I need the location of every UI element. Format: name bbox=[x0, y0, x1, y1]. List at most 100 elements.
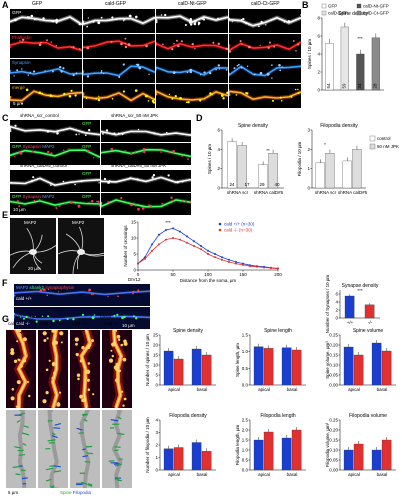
data-point bbox=[207, 253, 209, 255]
chart-title: Spine length bbox=[264, 328, 292, 334]
x-tick-label: basal bbox=[287, 472, 298, 477]
neuron-image bbox=[10, 218, 56, 274]
legend-label: calD-Ct-GFP bbox=[363, 11, 389, 16]
significance-mark: *** bbox=[165, 220, 171, 225]
n-label: 24 bbox=[229, 182, 235, 187]
y-tick-label: 1.0 bbox=[242, 448, 249, 453]
data-point bbox=[235, 262, 237, 265]
bar bbox=[163, 448, 174, 471]
x-tick-label: 200 bbox=[274, 272, 282, 277]
row-channel-label: GFP bbox=[12, 10, 22, 15]
micrograph-tile bbox=[101, 170, 191, 192]
y-tick-label: 6 bbox=[217, 128, 220, 133]
x-tick-label: apical bbox=[168, 472, 180, 477]
y-tick-label: 2.5 bbox=[242, 418, 249, 423]
genotype-label: cald +/+ bbox=[72, 321, 89, 326]
bar bbox=[371, 342, 382, 386]
column-label: GFP bbox=[32, 1, 43, 7]
legend-swatch bbox=[321, 3, 327, 9]
y-axis-label: Filopodia length, µm bbox=[235, 424, 240, 465]
y-tick-label: 10 bbox=[131, 236, 137, 241]
y-tick-label: 0 bbox=[155, 468, 158, 473]
y-tick-label: 1.5 bbox=[242, 438, 249, 443]
y-tick-label: 4 bbox=[335, 300, 338, 305]
condition-label: shRNA_scr_control bbox=[20, 113, 59, 118]
bar bbox=[343, 449, 354, 471]
micrograph-tile bbox=[83, 34, 155, 58]
bar bbox=[315, 162, 325, 189]
n-label: 54 bbox=[326, 83, 331, 89]
genotype-label: cald +/+ bbox=[16, 296, 33, 301]
channel-label: MAP2 bbox=[24, 220, 37, 225]
y-tick-label: 2.0 bbox=[242, 428, 249, 433]
row-channel-label: Phalloidin bbox=[12, 35, 32, 40]
bar bbox=[281, 347, 292, 386]
reconstruction-tile bbox=[102, 410, 132, 488]
y-tick-label: 0.10 bbox=[329, 448, 338, 453]
y-tick-label: 0.00 bbox=[329, 383, 338, 388]
y-tick-label: 8 bbox=[317, 16, 320, 21]
y-tick-label: 0.25 bbox=[329, 418, 338, 423]
y-tick-label: 2 bbox=[335, 308, 338, 313]
bar bbox=[163, 350, 174, 386]
data-point bbox=[193, 245, 195, 247]
legend-label: 50 nM JPK bbox=[377, 144, 399, 149]
data-point bbox=[277, 267, 279, 270]
bar bbox=[371, 37, 380, 91]
div-label: DIV8 bbox=[108, 211, 119, 216]
micrograph-tile bbox=[6, 330, 36, 408]
micrograph-tile bbox=[156, 84, 228, 108]
channel-legend: MAP2 shank2 synaptophysin bbox=[16, 285, 75, 290]
genotype-label: cald +/+ bbox=[24, 211, 41, 216]
row-channel-label: Synapsin bbox=[12, 60, 31, 65]
legend-label: GFP bbox=[328, 4, 337, 9]
bar bbox=[201, 451, 212, 471]
data-point bbox=[158, 233, 160, 236]
bar bbox=[325, 153, 335, 189]
panel-letter-a: A bbox=[2, 0, 9, 10]
channel-legend: GFP Synapsin MAP2 bbox=[12, 144, 55, 149]
data-point bbox=[165, 229, 167, 231]
y-tick-label: 0 bbox=[217, 186, 220, 191]
n-label: 29 bbox=[259, 182, 265, 187]
reconstruction-tile bbox=[6, 410, 36, 488]
legend-label: control bbox=[377, 136, 391, 141]
n-label: 28 bbox=[373, 83, 378, 89]
y-tick-label: 0.20 bbox=[329, 428, 338, 433]
micrograph-tile bbox=[156, 9, 228, 33]
y-tick-label: 0.25 bbox=[329, 333, 338, 338]
data-point bbox=[179, 238, 181, 241]
bar bbox=[340, 26, 349, 91]
y-tick-label: 15 bbox=[153, 353, 159, 358]
group-label: basal bbox=[100, 314, 111, 319]
micrograph-tile bbox=[14, 307, 150, 329]
data-point bbox=[242, 263, 244, 266]
micrograph-tile bbox=[10, 34, 82, 58]
channel-label: GFP bbox=[82, 121, 92, 126]
x-tick-label: apical bbox=[258, 472, 270, 477]
y-tick-label: 2 bbox=[307, 147, 310, 152]
y-tick-label: 0 bbox=[307, 186, 310, 191]
bar bbox=[201, 354, 212, 386]
bar bbox=[191, 442, 202, 471]
y-tick-label: 4 bbox=[155, 418, 158, 423]
channel-label: GFP bbox=[82, 194, 92, 199]
bar bbox=[263, 431, 274, 471]
y-axis-label: Filopodia volume, µm³ bbox=[325, 422, 330, 467]
bar bbox=[263, 348, 274, 386]
panel-letter-e: E bbox=[2, 210, 9, 220]
y-tick-label: 0 bbox=[335, 316, 338, 321]
data-point bbox=[165, 238, 167, 241]
data-point bbox=[186, 235, 188, 238]
scale-bar-label: 5 µm bbox=[13, 101, 24, 106]
y-tick-label: 0 bbox=[133, 268, 136, 273]
genotype-label: cald -/- bbox=[16, 321, 30, 326]
y-tick-label: 0.10 bbox=[329, 363, 338, 368]
y-tick-label: 0.05 bbox=[329, 458, 338, 463]
legend-label: cald -/- (n=30) bbox=[224, 228, 253, 233]
group-label: apical bbox=[30, 314, 42, 319]
condition-label: shRNA_calD#5_50 nM JPK bbox=[111, 163, 167, 168]
micrograph-tile bbox=[83, 59, 155, 83]
y-tick-label: 0.0 bbox=[242, 468, 249, 473]
bar bbox=[253, 439, 264, 471]
